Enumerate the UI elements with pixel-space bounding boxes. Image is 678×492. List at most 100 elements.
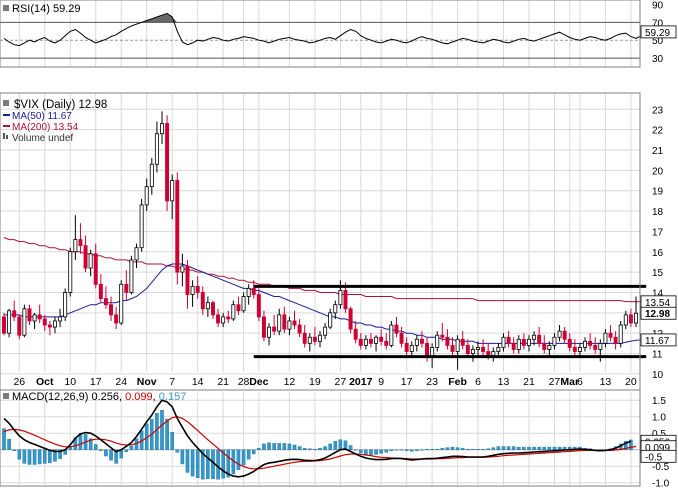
candle-down (210, 302, 215, 316)
macd-histogram-bar (409, 449, 414, 452)
candle-down (368, 338, 373, 344)
rsi-title: RSI(14) 59.29 (12, 3, 80, 15)
candle-up (63, 292, 68, 318)
macd-title-signal: 0.099 (125, 391, 153, 403)
macd-histogram-bar (358, 449, 363, 454)
candle-down (109, 304, 114, 316)
x-tick-label: 13 (498, 376, 510, 388)
candle-down (226, 316, 231, 320)
macd-histogram-bar (318, 447, 322, 450)
rsi-panel: 90 70 50 30 59.29 (0, 0, 677, 65)
candle-down (42, 318, 47, 326)
macd-histogram-bar (12, 449, 16, 451)
macd-histogram-bar (399, 449, 404, 451)
volume-legend-bar1 (3, 133, 5, 139)
candle-down (251, 288, 256, 295)
x-tick-label: 27 (335, 376, 347, 388)
price-last-value: 13.54 (645, 298, 670, 309)
macd-histogram-bar (22, 449, 27, 464)
candle-up (577, 347, 582, 352)
macd-histogram-bar (175, 449, 180, 453)
candle-down (537, 334, 542, 344)
candle-down (200, 292, 205, 310)
macd-histogram-bar (328, 443, 332, 450)
candle-up (333, 304, 338, 314)
candle-down (486, 351, 491, 356)
macd-histogram-bar (160, 409, 164, 450)
macd-histogram-bar (353, 449, 358, 451)
macd-histogram-bar (221, 449, 225, 479)
candle-up (221, 316, 226, 324)
candle-up (307, 336, 312, 344)
candle-down (450, 344, 455, 352)
macd-histogram-bar (552, 446, 557, 450)
price-legend-marker (3, 100, 9, 106)
macd-histogram-bar (32, 449, 37, 465)
macd-tick-label: 0.5 (652, 429, 666, 440)
candle-down (588, 340, 593, 346)
macd-histogram-bar (246, 449, 251, 460)
volume-legend-label: Volume undef (12, 133, 73, 144)
macd-histogram-bar (348, 445, 353, 450)
candle-down (236, 304, 241, 312)
candle-up (409, 344, 414, 352)
macd-title-hist: 0.157 (159, 391, 187, 403)
candle-up (88, 253, 93, 269)
macd-histogram-bar (537, 446, 541, 450)
macd-histogram-bar (435, 448, 440, 450)
candle-down (379, 336, 384, 342)
macd-histogram-bar (455, 447, 460, 450)
macd-histogram-bar (496, 446, 501, 450)
candle-down (384, 340, 389, 346)
macd-title-main: MACD(12,26,9) 0.256, (12, 391, 125, 403)
candle-down (114, 314, 119, 324)
price-panel: 101112131415161718192021222313.5412.9811… (2, 105, 677, 381)
candle-up (414, 338, 419, 346)
macd-panel: 1.51.00.5-0.5-1.00.2560.099-0.5 (2, 396, 677, 490)
candle-up (170, 180, 175, 202)
candle-down (103, 298, 108, 306)
macd-histogram-bar (267, 442, 271, 450)
macd-histogram-bar (624, 441, 628, 450)
candle-down (394, 324, 399, 334)
candle-up (623, 314, 628, 326)
x-tick-label: 21 (523, 376, 535, 388)
candle-down (256, 294, 261, 318)
macd-histogram-bar (420, 449, 424, 451)
macd-histogram-bar (445, 447, 450, 450)
macd-histogram-bar (185, 449, 190, 473)
candle-up (180, 265, 185, 273)
macd-signal-line (3, 416, 637, 470)
rsi-tick-label: 90 (652, 0, 664, 11)
macd-histogram-bar (430, 448, 434, 450)
macd-last-value: -0.5 (645, 452, 663, 463)
candle-up (68, 251, 73, 293)
x-tick-label: 2017 (349, 376, 373, 388)
x-tick-label: 14 (192, 376, 204, 388)
macd-histogram-bar (124, 449, 129, 453)
candle-up (241, 296, 246, 312)
macd-line (3, 399, 632, 478)
price-tick-label: 11 (652, 350, 663, 361)
candle-up (58, 316, 63, 322)
macd-histogram-bar (364, 449, 368, 455)
volume-legend-bar2 (6, 135, 8, 139)
macd-histogram-bar (542, 446, 547, 450)
candle-down (399, 332, 404, 344)
macd-histogram-bar (415, 449, 419, 451)
candle-up (160, 123, 164, 135)
macd-histogram-bar (114, 449, 118, 464)
ma50-legend-label: MA(50) 11.67 (12, 111, 72, 122)
macd-histogram-bar (481, 448, 485, 450)
candle-up (374, 336, 379, 344)
x-tick-label: Nov (137, 376, 157, 388)
x-tick-label: Dec (249, 376, 268, 388)
candle-up (246, 288, 251, 297)
candle-down (47, 324, 52, 328)
candle-down (593, 344, 598, 350)
x-tick-label: 9 (378, 376, 384, 388)
candle-up (22, 308, 27, 336)
macd-histogram-bar (277, 443, 282, 450)
x-tick-label: 17 (90, 376, 102, 388)
